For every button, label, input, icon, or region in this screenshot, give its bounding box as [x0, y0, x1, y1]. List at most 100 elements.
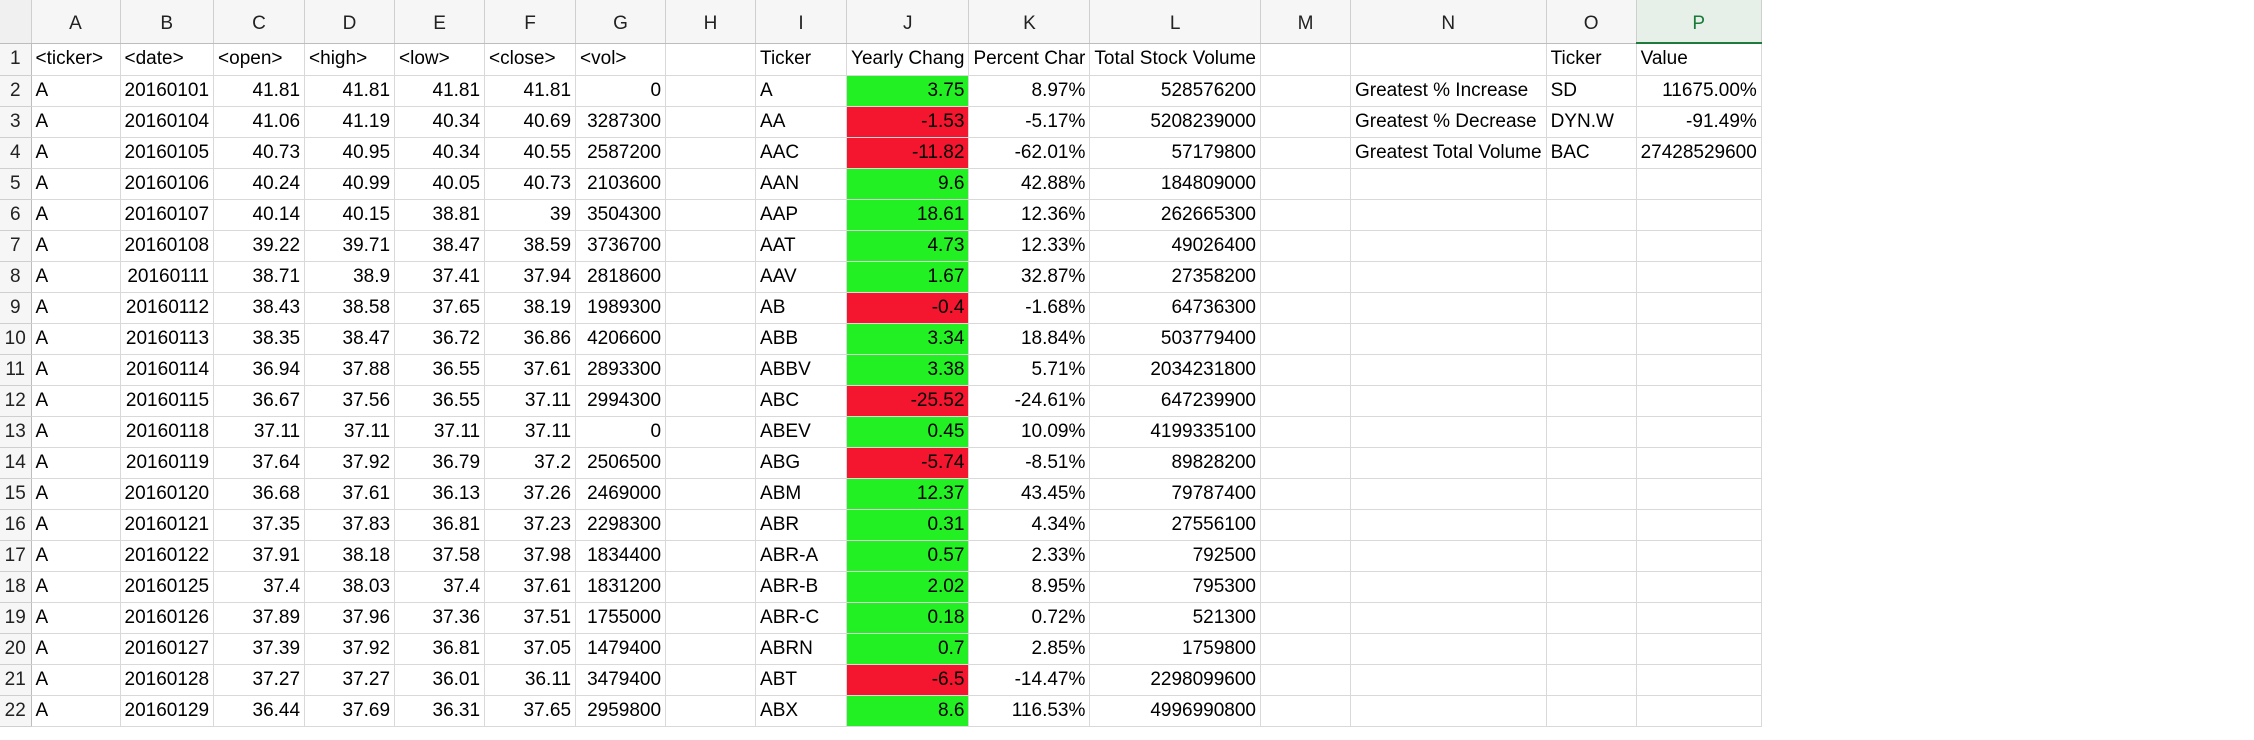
cell-p[interactable] [1636, 633, 1762, 665]
cell-d[interactable]: 40.95 [304, 137, 396, 169]
cell-i[interactable]: AAV [755, 261, 848, 293]
cell-e[interactable]: 38.47 [394, 230, 486, 262]
cell-e[interactable]: 37.11 [394, 416, 486, 448]
cell-b[interactable]: 20160114 [120, 354, 215, 386]
cell-l[interactable]: 528576200 [1089, 75, 1261, 107]
cell-b[interactable]: 20160127 [120, 633, 215, 665]
cell-i[interactable]: ABEV [755, 416, 848, 448]
cell-g[interactable]: 0 [575, 75, 667, 107]
cell-a[interactable]: A [31, 354, 121, 386]
cell-h[interactable] [665, 43, 757, 76]
cell-d[interactable]: 39.71 [304, 230, 396, 262]
cell-m[interactable] [1260, 447, 1351, 479]
cell-a[interactable]: A [31, 230, 121, 262]
cell-k[interactable]: -62.01% [968, 137, 1091, 169]
cell-e[interactable]: 41.81 [394, 75, 486, 107]
cell-m[interactable] [1260, 323, 1351, 355]
row-header[interactable]: 16 [0, 509, 32, 541]
cell-o[interactable] [1546, 509, 1637, 541]
cell-p[interactable] [1636, 199, 1762, 231]
cell-m[interactable] [1260, 416, 1351, 448]
cell-l[interactable]: 4996990800 [1089, 695, 1261, 727]
cell-b[interactable]: 20160101 [120, 75, 215, 107]
cell-b[interactable]: 20160129 [120, 695, 215, 727]
cell-c[interactable]: 36.94 [213, 354, 306, 386]
cell-k[interactable]: 32.87% [968, 261, 1091, 293]
cell-b[interactable]: 20160122 [120, 540, 215, 572]
column-header-l[interactable]: L [1089, 0, 1261, 44]
cell-k[interactable]: 10.09% [968, 416, 1091, 448]
cell-g[interactable]: 3504300 [575, 199, 667, 231]
cell-e[interactable]: 37.4 [394, 571, 486, 603]
cell-c[interactable]: <open> [213, 43, 306, 76]
column-header-c[interactable]: C [213, 0, 306, 44]
cell-h[interactable] [665, 509, 757, 541]
cell-m[interactable] [1260, 43, 1351, 76]
cell-e[interactable]: 37.65 [394, 292, 486, 324]
cell-l[interactable]: 89828200 [1089, 447, 1261, 479]
cell-k[interactable]: 12.36% [968, 199, 1091, 231]
cell-o[interactable]: BAC [1546, 137, 1637, 169]
cell-c[interactable]: 37.4 [213, 571, 306, 603]
cell-b[interactable]: 20160125 [120, 571, 215, 603]
cell-a[interactable]: A [31, 633, 121, 665]
cell-n[interactable]: Greatest % Increase [1350, 75, 1547, 107]
cell-m[interactable] [1260, 354, 1351, 386]
cell-j[interactable]: 12.37 [846, 478, 970, 510]
cell-n[interactable] [1350, 571, 1547, 603]
cell-m[interactable] [1260, 602, 1351, 634]
cell-b[interactable]: 20160104 [120, 106, 215, 138]
cell-h[interactable] [665, 664, 757, 696]
cell-l[interactable]: 27556100 [1089, 509, 1261, 541]
cell-g[interactable]: 2959800 [575, 695, 667, 727]
row-header[interactable]: 6 [0, 199, 32, 231]
cell-f[interactable]: 37.94 [484, 261, 577, 293]
cell-j[interactable]: 0.7 [846, 633, 970, 665]
cell-b[interactable]: 20160126 [120, 602, 215, 634]
row-header[interactable]: 4 [0, 137, 32, 169]
cell-k[interactable]: 43.45% [968, 478, 1091, 510]
cell-p[interactable] [1636, 540, 1762, 572]
cell-h[interactable] [665, 354, 757, 386]
cell-d[interactable]: 38.03 [304, 571, 396, 603]
cell-n[interactable] [1350, 509, 1547, 541]
cell-j[interactable]: -5.74 [846, 447, 970, 479]
row-header[interactable]: 7 [0, 230, 32, 262]
cell-p[interactable] [1636, 602, 1762, 634]
cell-m[interactable] [1260, 168, 1351, 200]
cell-k[interactable]: -5.17% [968, 106, 1091, 138]
cell-l[interactable]: 49026400 [1089, 230, 1261, 262]
cell-k[interactable]: 4.34% [968, 509, 1091, 541]
row-header[interactable]: 3 [0, 106, 32, 138]
cell-l[interactable]: 2298099600 [1089, 664, 1261, 696]
cell-g[interactable]: 1479400 [575, 633, 667, 665]
cell-f[interactable]: 37.11 [484, 385, 577, 417]
cell-a[interactable]: A [31, 540, 121, 572]
cell-c[interactable]: 37.11 [213, 416, 306, 448]
cell-a[interactable]: A [31, 602, 121, 634]
column-header-e[interactable]: E [394, 0, 486, 44]
cell-k[interactable]: 116.53% [968, 695, 1091, 727]
cell-i[interactable]: ABR-C [755, 602, 848, 634]
cell-d[interactable]: 37.96 [304, 602, 396, 634]
cell-o[interactable] [1546, 571, 1637, 603]
cell-p[interactable] [1636, 447, 1762, 479]
cell-i[interactable]: ABT [755, 664, 848, 696]
column-header-g[interactable]: G [575, 0, 667, 44]
cell-j[interactable]: Yearly Chang [846, 43, 970, 76]
cell-l[interactable]: 64736300 [1089, 292, 1261, 324]
cell-j[interactable]: 3.38 [846, 354, 970, 386]
cell-k[interactable]: 2.33% [968, 540, 1091, 572]
cell-l[interactable]: 27358200 [1089, 261, 1261, 293]
cell-o[interactable] [1546, 261, 1637, 293]
cell-a[interactable]: A [31, 199, 121, 231]
cell-o[interactable] [1546, 230, 1637, 262]
cell-o[interactable] [1546, 447, 1637, 479]
cell-n[interactable] [1350, 695, 1547, 727]
cell-c[interactable]: 40.24 [213, 168, 306, 200]
cell-d[interactable]: 37.27 [304, 664, 396, 696]
column-header-k[interactable]: K [968, 0, 1091, 44]
cell-n[interactable]: Greatest % Decrease [1350, 106, 1547, 138]
cell-i[interactable]: Ticker [755, 43, 848, 76]
cell-b[interactable]: 20160108 [120, 230, 215, 262]
